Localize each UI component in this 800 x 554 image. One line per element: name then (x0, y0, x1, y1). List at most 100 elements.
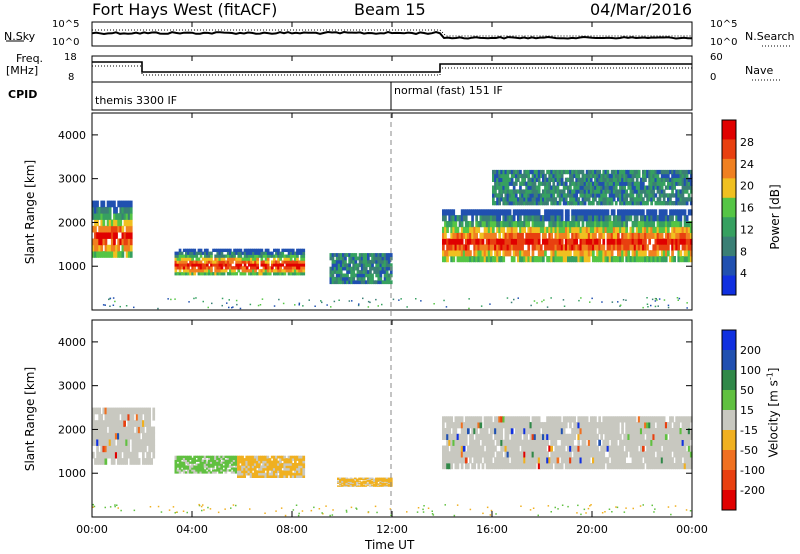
xtick-label: 00:00 (676, 523, 708, 536)
power-panel-cell (510, 221, 514, 228)
vel-panel-scatter-point (453, 514, 456, 517)
power-panel-cell (339, 273, 343, 278)
power-panel-cell (571, 181, 574, 186)
vel-panel-cell (353, 485, 357, 487)
power-panel-cell (656, 221, 660, 228)
vel-panel-cell (504, 439, 508, 446)
velocity-colorbar-frame (721, 329, 737, 511)
vel-panel-cell (108, 439, 112, 446)
power-panel-cell (252, 272, 255, 276)
power-panel-cell (579, 169, 583, 175)
power-panel-cell (685, 201, 689, 206)
vel-panel-cell (368, 479, 372, 481)
vel-panel-cell (379, 478, 382, 480)
power-panel-cell (498, 185, 501, 190)
power-panel-cell (685, 197, 689, 202)
vel-panel-cell (92, 432, 95, 440)
vel-panel-cell (671, 463, 674, 470)
vel-panel-cell (112, 451, 116, 459)
vel-panel-cell (508, 422, 512, 429)
power-panel-cell (583, 215, 587, 222)
power-panel-cell (633, 201, 637, 206)
power-panel-cell (92, 225, 95, 233)
power-panel-cell (115, 225, 118, 233)
power-panel-cell (567, 250, 570, 257)
vel-panel-cell (642, 428, 645, 435)
power-panel-cell (289, 260, 293, 264)
vel-panel-cell (187, 461, 190, 464)
vel-panel-cell (652, 422, 656, 429)
vel-panel-cell (648, 445, 651, 452)
vel-panel-cell (527, 451, 531, 458)
power-panel-cell (262, 266, 266, 270)
vel-panel-cell (685, 422, 689, 429)
vel-panel-cell (277, 465, 280, 469)
power-panel-cell (598, 221, 601, 228)
power-panel-cell (556, 193, 560, 198)
power-panel-cell (496, 173, 499, 179)
power-panel-cell (573, 185, 576, 190)
power-panel-cell (548, 197, 551, 202)
vel-panel-cell (527, 428, 531, 435)
vel-panel-cell (266, 472, 270, 476)
power-panel-cell (375, 280, 378, 285)
power-panel-cell (675, 197, 678, 202)
power-panel-cell (598, 244, 601, 251)
vel-panel-cell (253, 460, 257, 464)
power-panel-cell (573, 209, 576, 216)
power-panel-cell (521, 232, 524, 239)
power-panel-scatter-point (157, 307, 159, 310)
vel-panel-cell (606, 433, 610, 440)
power-panel-cell (180, 272, 184, 276)
power-panel-cell (285, 269, 289, 273)
power-panel-cell (339, 276, 343, 281)
vel-panel-cell (446, 439, 449, 446)
power-panel-cell (289, 266, 293, 270)
vel-panel-cell (687, 457, 691, 464)
power-panel-cell (226, 260, 230, 264)
vel-panel-cell (375, 483, 378, 485)
power-panel-cell (442, 238, 445, 245)
power-panel-cell (564, 193, 568, 198)
power-panel-cell (652, 177, 656, 182)
vel-panel-cell (106, 445, 110, 453)
vel-panel-cell (546, 416, 549, 423)
power-panel-cell (489, 215, 493, 222)
power-panel-cell (339, 270, 343, 274)
power-panel-scatter-point (468, 307, 470, 310)
vel-panel-cell (133, 407, 137, 415)
vel-panel-cell (104, 426, 108, 434)
vel-panel-cell (351, 479, 355, 481)
vel-panel-cell (241, 458, 244, 461)
vel-panel-cell (119, 426, 122, 434)
power-panel-cell (206, 260, 209, 264)
vel-panel-cell (504, 416, 508, 423)
power-panel-cell (671, 221, 674, 228)
power-panel-cell (127, 219, 131, 227)
power-panel-cell (203, 254, 207, 258)
power-panel-cell (623, 232, 626, 239)
vel-panel-cell (500, 439, 503, 446)
power-colorbar-swatch (722, 120, 736, 140)
vel-panel-cell (251, 472, 255, 476)
vel-panel-cell (237, 463, 240, 466)
power-panel-cell (679, 209, 683, 216)
power-panel-cell (585, 250, 589, 257)
power-panel-cell (637, 197, 641, 202)
vel-panel-cell (487, 451, 491, 458)
power-panel-cell (669, 221, 672, 228)
power-panel-cell (294, 266, 297, 270)
vel-panel-cell (604, 433, 608, 440)
power-panel-cell (185, 269, 188, 273)
vel-panel-cell (207, 463, 211, 466)
power-panel-cell (479, 215, 483, 222)
power-panel-cell (517, 177, 520, 182)
power-panel-cell (577, 256, 581, 263)
power-panel-scatter-point (656, 299, 658, 301)
power-panel-cell (602, 209, 606, 216)
vel-panel-cell (619, 433, 622, 440)
power-panel-cell (621, 189, 624, 194)
power-panel-cell (571, 221, 574, 228)
power-panel-cell (546, 177, 549, 182)
power-panel-cell (639, 209, 643, 216)
